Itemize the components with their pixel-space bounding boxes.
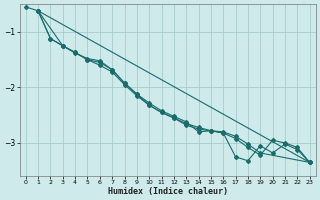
X-axis label: Humidex (Indice chaleur): Humidex (Indice chaleur): [108, 187, 228, 196]
